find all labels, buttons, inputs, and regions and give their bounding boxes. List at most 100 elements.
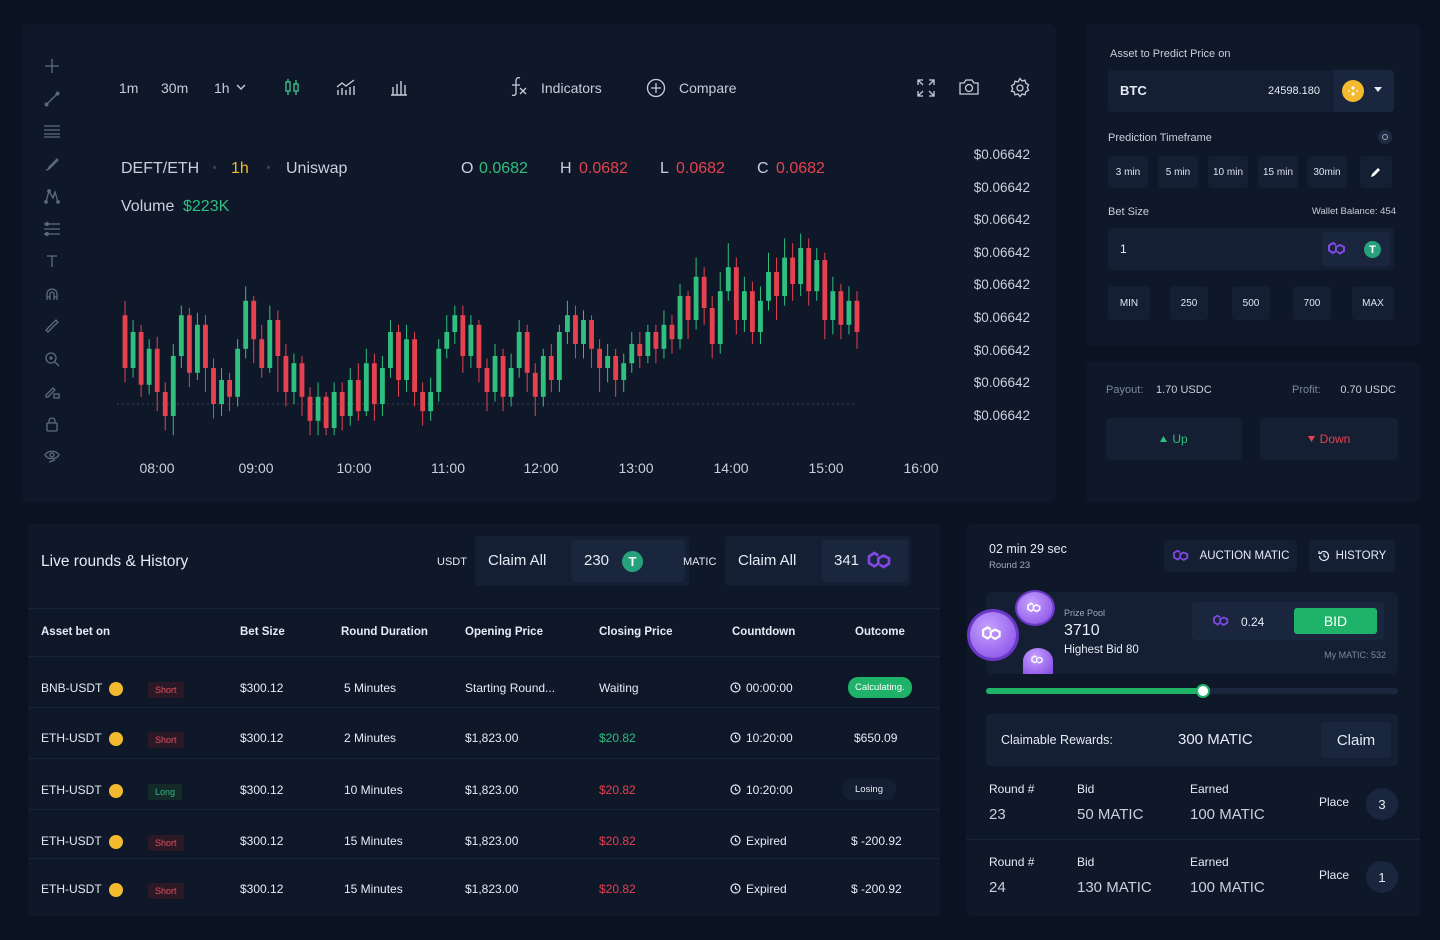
fib-icon[interactable] [40,217,64,241]
eye-icon[interactable] [40,444,64,468]
candle[interactable] [701,267,707,325]
candle[interactable] [170,344,176,436]
candle[interactable] [122,300,128,383]
crosshair-icon[interactable] [40,54,64,78]
candle[interactable] [556,324,562,392]
candle[interactable] [195,312,200,380]
candle[interactable] [251,296,257,364]
tether-icon[interactable]: T [1364,241,1381,258]
candle[interactable] [597,339,602,392]
preset-500[interactable]: 500 [1232,286,1270,320]
candle[interactable] [669,315,675,354]
col-round-duration[interactable]: Round Duration [341,626,428,638]
candle[interactable] [420,382,426,426]
claim-button[interactable]: Claim [1321,722,1391,758]
timeframe-10min[interactable]: 10 min [1208,156,1248,188]
candle[interactable] [219,368,224,416]
candle[interactable] [589,315,594,368]
candle[interactable] [565,300,570,344]
candle[interactable] [766,252,771,311]
candle[interactable] [178,305,184,368]
preset-250[interactable]: 250 [1170,286,1208,320]
col-bet-size[interactable]: Bet Size [240,626,285,638]
candle[interactable] [693,257,699,330]
down-button[interactable]: Down [1260,418,1398,460]
candle[interactable] [661,310,667,359]
candle[interactable] [548,344,554,392]
candle[interactable] [460,305,466,373]
candle[interactable] [484,358,490,412]
candle[interactable] [162,382,168,431]
candle[interactable] [524,324,530,392]
slider-handle[interactable] [1196,684,1211,698]
candle[interactable] [645,324,651,364]
candle[interactable] [211,358,216,419]
candlestick-icon[interactable] [284,78,300,96]
col-outcome[interactable]: Outcome [855,626,905,638]
settings-gear-icon[interactable] [1009,77,1031,99]
candle[interactable] [581,310,586,359]
candle[interactable] [782,238,787,306]
candle[interactable] [733,257,739,335]
candle[interactable] [444,315,450,359]
candle[interactable] [758,286,763,344]
candle[interactable] [323,392,329,436]
text-icon[interactable] [40,249,64,273]
timeframe-30m[interactable]: 30m [161,80,189,96]
timeframe-1h[interactable]: 1h [214,80,230,96]
compare-button[interactable]: Compare [679,80,737,96]
col-countdown[interactable]: Countdown [732,626,796,638]
candle[interactable] [275,310,281,392]
candle[interactable] [830,276,836,335]
candle[interactable] [259,324,265,378]
candle[interactable] [717,272,723,354]
candle[interactable] [291,353,297,404]
history-button[interactable]: HISTORY [1309,540,1395,572]
ruler-icon[interactable] [40,314,64,338]
timeframe-15min[interactable]: 15 min [1258,156,1298,188]
candle[interactable] [428,377,434,421]
candle[interactable] [540,348,546,407]
preset-700[interactable]: 700 [1293,286,1331,320]
bet-size-input[interactable]: 1 T [1108,228,1394,270]
candlestick-chart[interactable] [117,224,877,464]
up-button[interactable]: Up [1106,418,1242,460]
candle[interactable] [331,382,337,436]
candle[interactable] [846,286,852,335]
zoom-in-icon[interactable] [40,347,64,371]
candle[interactable] [299,356,305,416]
candle[interactable] [822,252,828,340]
bid-input[interactable]: 0.24 BID [1192,602,1384,640]
pencil-lock-icon[interactable] [40,379,64,403]
asset-select[interactable]: BTC 24598.180 [1108,70,1394,112]
candle[interactable] [380,356,385,416]
matic-claim-all-button[interactable]: Claim All [738,552,797,569]
candle[interactable] [130,320,136,378]
candle[interactable] [436,339,442,402]
candle[interactable] [854,291,860,349]
col-closing-price[interactable]: Closing Price [599,626,673,638]
plus-circle-icon[interactable] [646,78,666,98]
matic-icon[interactable] [1328,240,1348,258]
col-opening-price[interactable]: Opening Price [465,626,543,638]
chevron-down-icon[interactable] [236,82,246,92]
brush-icon[interactable] [40,152,64,176]
candle[interactable] [838,284,844,340]
candle[interactable] [725,243,731,301]
col-asset[interactable]: Asset bet on [41,626,111,638]
candle[interactable] [621,353,627,392]
settings-small-icon[interactable] [1378,130,1392,144]
candle[interactable] [605,344,611,383]
bid-button[interactable]: BID [1294,608,1377,634]
timeframe-3min[interactable]: 3 min [1108,156,1148,188]
bid-slider[interactable] [986,684,1398,698]
candle[interactable] [790,243,796,301]
usdt-claim-all-button[interactable]: Claim All [488,552,547,569]
candle[interactable] [339,382,345,431]
candle[interactable] [267,305,273,373]
candle[interactable] [412,332,417,407]
line-chart-icon[interactable] [336,78,356,96]
timeframe-30min[interactable]: 30min [1307,156,1347,188]
candle[interactable] [146,339,152,395]
candle[interactable] [371,353,377,421]
